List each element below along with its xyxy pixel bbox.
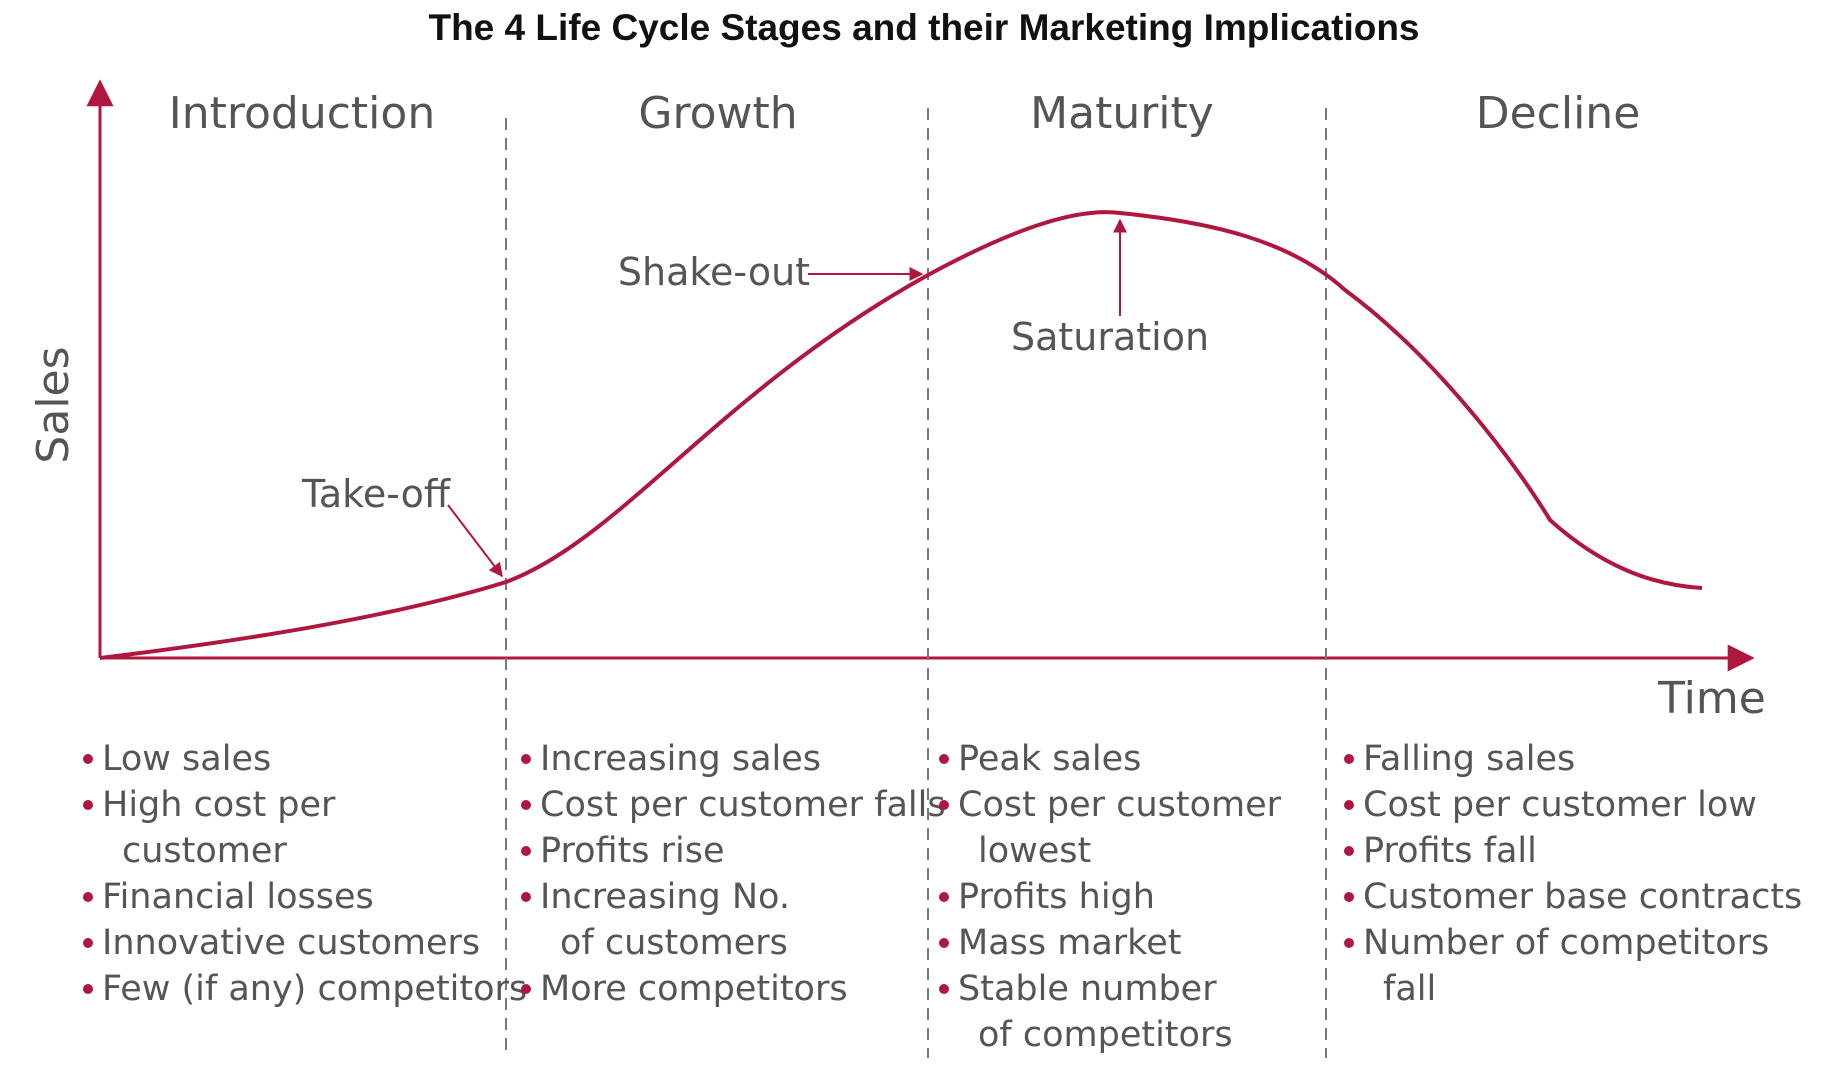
x-axis-label: Time bbox=[1657, 673, 1766, 724]
bullet-text: fall bbox=[1383, 969, 1436, 1009]
bullet-dot bbox=[1344, 754, 1354, 764]
bullet-dot bbox=[939, 800, 949, 810]
bullet-text: Profits high bbox=[958, 877, 1155, 917]
bullet-text: Stable number bbox=[958, 969, 1217, 1009]
bullet-text: of customers bbox=[560, 923, 788, 963]
bullet-text: Cost per customer low bbox=[1363, 785, 1757, 825]
bullet-dot bbox=[521, 800, 531, 810]
bullet-text: Number of competitors bbox=[1363, 923, 1769, 963]
bullet-text: Cost per customer bbox=[958, 785, 1282, 825]
bullet-dot bbox=[83, 754, 93, 764]
bullet-text: Mass market bbox=[958, 923, 1181, 963]
bullet-text: Peak sales bbox=[958, 739, 1141, 779]
bullet-text: Customer base contracts bbox=[1363, 877, 1802, 917]
bullet-text: Falling sales bbox=[1363, 739, 1575, 779]
bullet-text: Low sales bbox=[102, 739, 271, 779]
maturity-bullets: Peak sales Cost per customer lowest Profits… bbox=[939, 739, 1282, 1055]
bullet-dot bbox=[1344, 846, 1354, 856]
stage-heading-growth: Growth bbox=[638, 88, 797, 139]
sales-curve bbox=[99, 210, 1703, 660]
stage-heading-introduction: Introduction bbox=[169, 88, 435, 139]
bullet-text: Innovative customers bbox=[102, 923, 480, 963]
bullet-dot bbox=[83, 800, 93, 810]
bullet-text: Financial losses bbox=[102, 877, 374, 917]
diagram-title: The 4 Life Cycle Stages and their Market… bbox=[428, 7, 1419, 48]
decline-bullets: Falling sales Cost per customer low Profit… bbox=[1344, 739, 1802, 1009]
bullet-text: lowest bbox=[978, 831, 1091, 871]
bullet-dot bbox=[521, 846, 531, 856]
bullet-text: customer bbox=[122, 831, 287, 871]
saturation-label: Saturation bbox=[1011, 315, 1209, 359]
stage-heading-decline: Decline bbox=[1476, 88, 1641, 139]
bullet-text: Cost per customer falls bbox=[540, 785, 946, 825]
growth-bullets: Increasing sales Cost per customer falls P… bbox=[521, 739, 946, 1009]
bullet-dot bbox=[521, 984, 531, 994]
bullet-dot bbox=[521, 892, 531, 902]
y-axis-label: Sales bbox=[28, 346, 79, 463]
bullet-dot bbox=[939, 892, 949, 902]
stage-heading-maturity: Maturity bbox=[1030, 88, 1214, 139]
shakeout-label: Shake-out bbox=[618, 250, 810, 294]
takeoff-label: Take-off bbox=[301, 472, 451, 516]
bullet-dot bbox=[939, 938, 949, 948]
bullet-dot bbox=[939, 984, 949, 994]
bullet-dot bbox=[83, 892, 93, 902]
bullet-text: More competitors bbox=[540, 969, 848, 1009]
bullet-text: Few (if any) competitors bbox=[102, 969, 527, 1009]
bullet-text: Profits rise bbox=[540, 831, 725, 871]
bullet-text: Profits fall bbox=[1363, 831, 1537, 871]
bullet-dot bbox=[1344, 892, 1354, 902]
bullet-text: of competitors bbox=[978, 1015, 1233, 1055]
bullet-dot bbox=[939, 754, 949, 764]
bullet-text: High cost per bbox=[102, 785, 336, 825]
bullet-dot bbox=[1344, 800, 1354, 810]
introduction-bullets: Low sales High cost per customer Financial … bbox=[83, 739, 527, 1009]
bullet-dot bbox=[83, 938, 93, 948]
bullet-text: Increasing sales bbox=[540, 739, 821, 779]
bullet-dot bbox=[83, 984, 93, 994]
takeoff-arrow bbox=[447, 504, 503, 578]
bullet-text: Increasing No. bbox=[540, 877, 790, 917]
bullet-dot bbox=[1344, 938, 1354, 948]
bullet-dot bbox=[521, 754, 531, 764]
